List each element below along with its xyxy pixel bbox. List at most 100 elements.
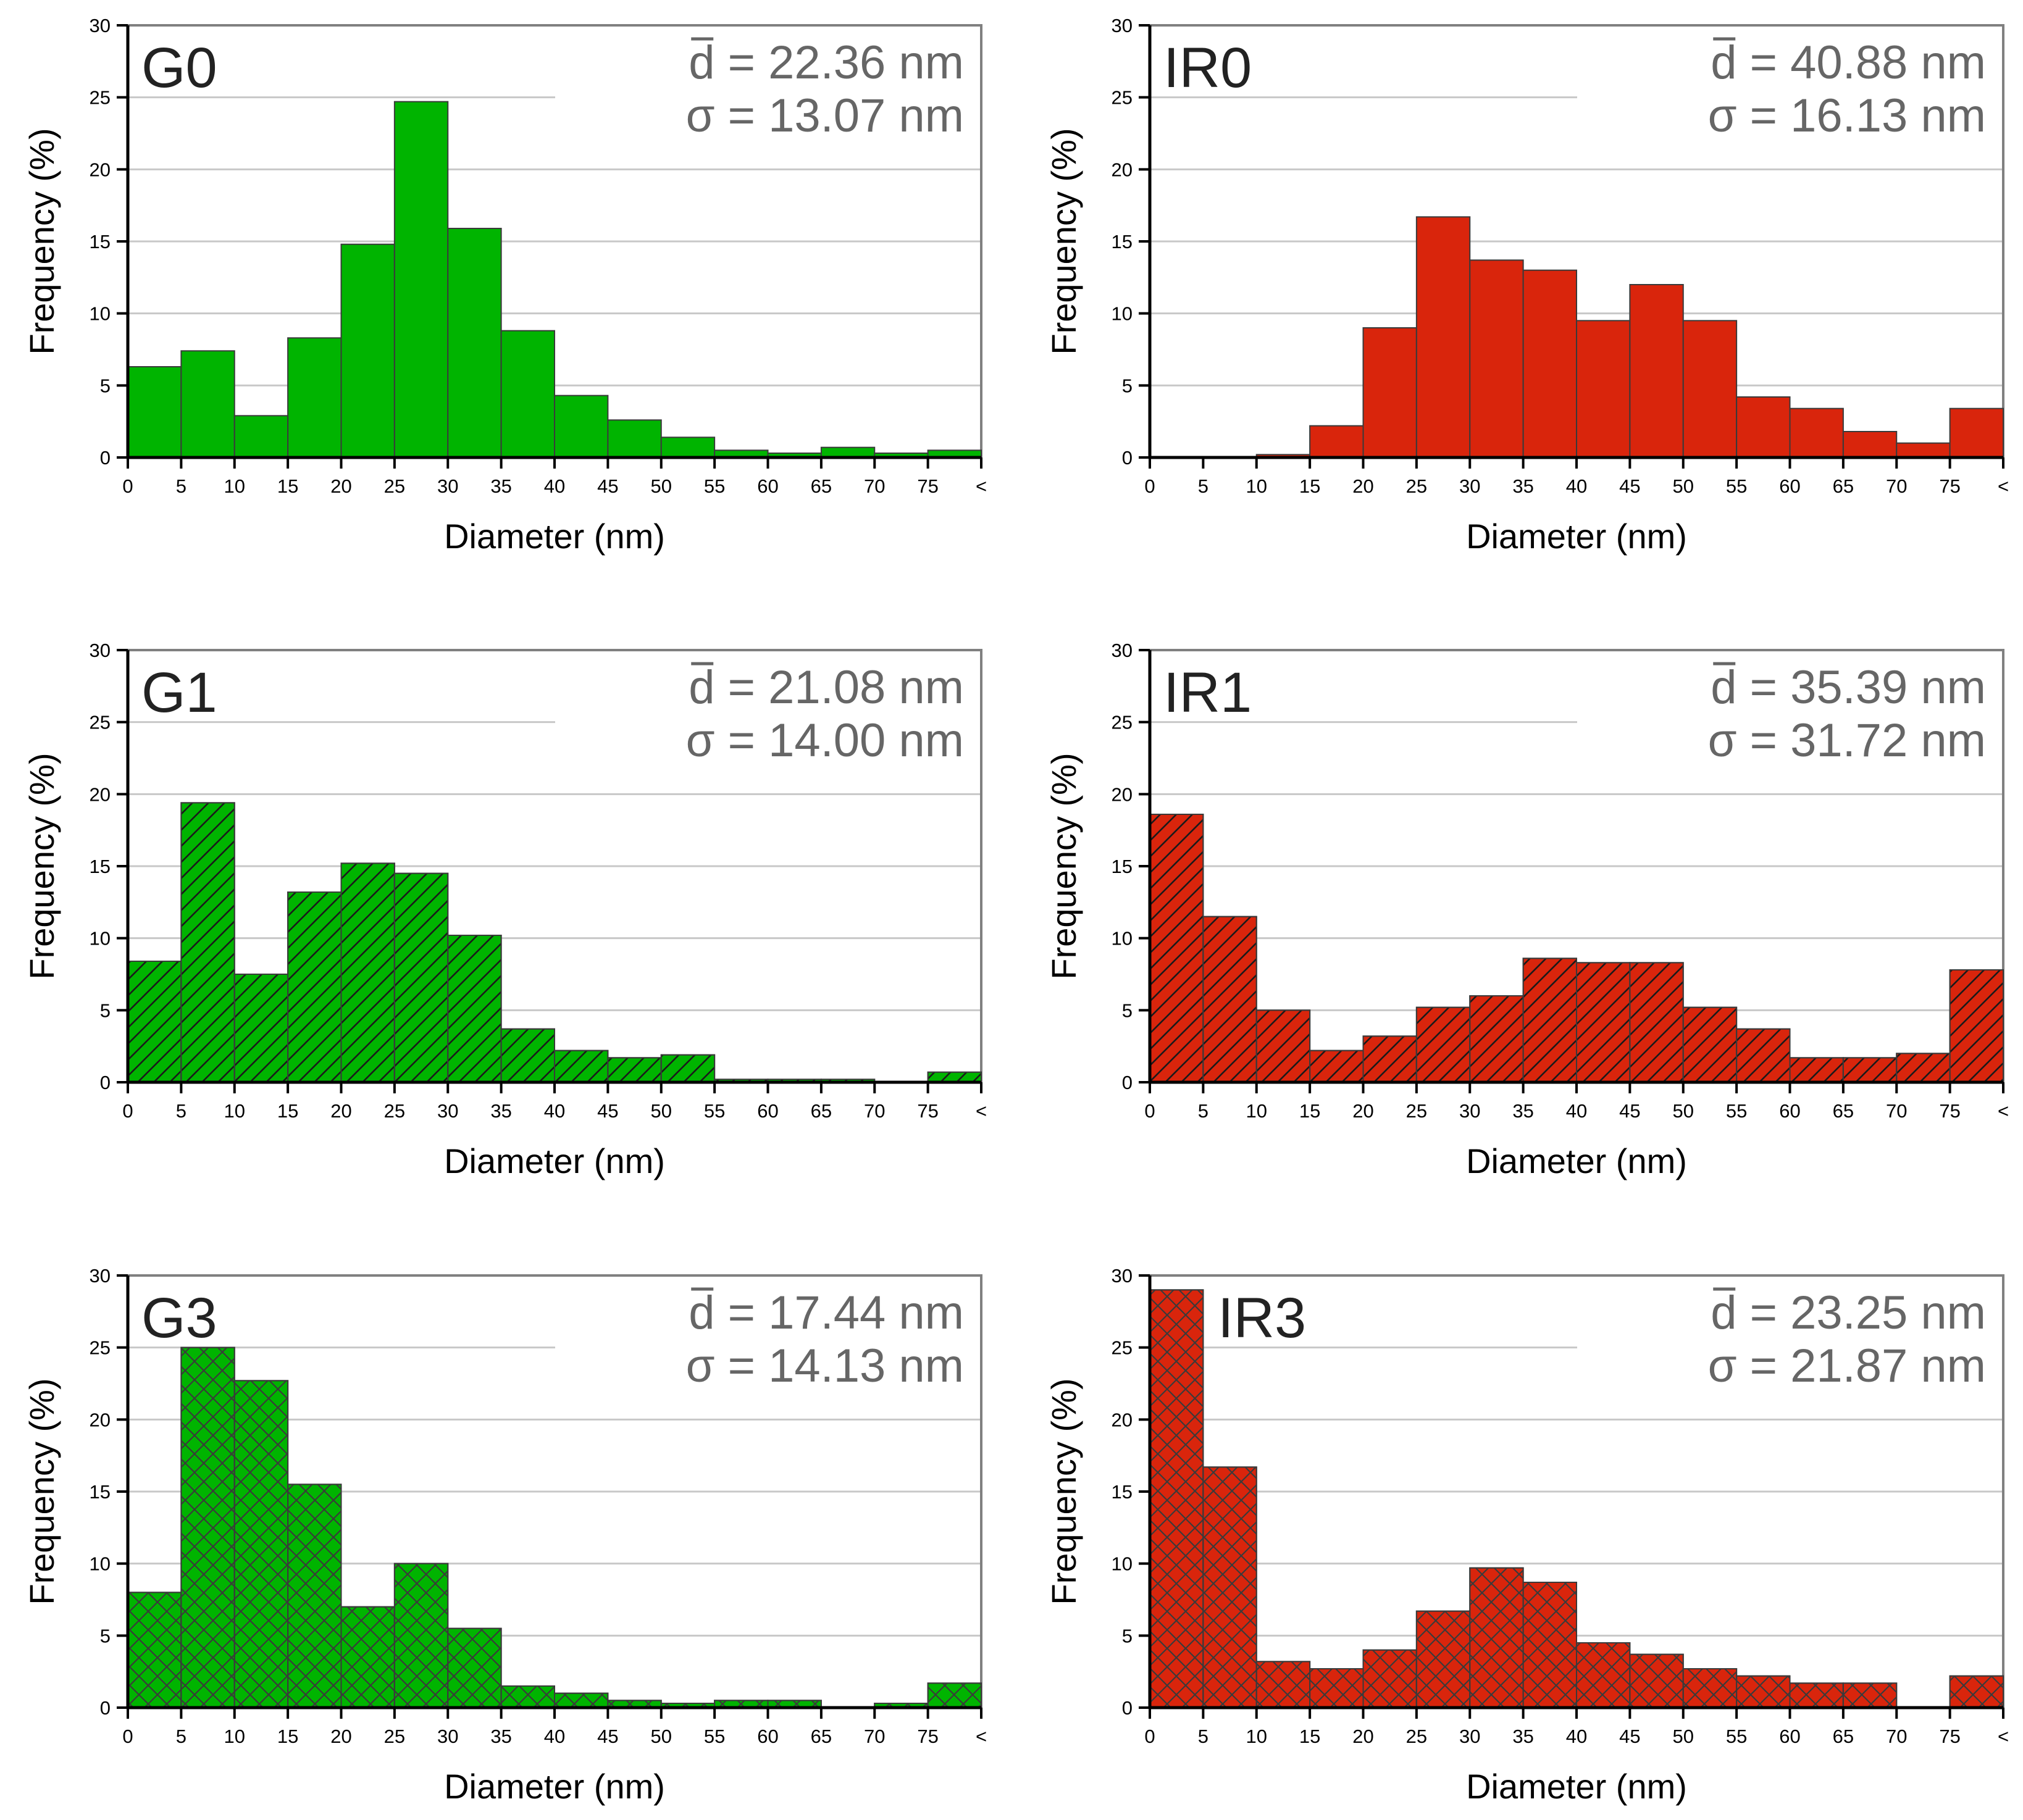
x-tick-label: 60	[757, 1726, 778, 1747]
x-tick-label: 5	[1198, 1726, 1208, 1747]
x-tick-label: 10	[224, 475, 245, 497]
x-tick-label: 75	[917, 1726, 938, 1747]
x-tick-label: 45	[597, 1100, 618, 1122]
x-tick-label: 35	[1512, 1726, 1533, 1747]
stat-mean: d = 21.08 nm	[689, 661, 964, 714]
x-tick-label: 75	[1939, 475, 1960, 497]
stat-mean: d = 35.39 nm	[1711, 661, 1986, 714]
x-tick-label: 40	[1566, 1726, 1587, 1747]
x-tick-label: 70	[864, 475, 885, 497]
stat-mean: d = 22.36 nm	[689, 36, 964, 89]
panel-label: IR0	[1163, 36, 1252, 99]
y-tick-label: 30	[90, 640, 111, 661]
x-tick-label: 75	[917, 475, 938, 497]
x-tick-label: 65	[811, 1726, 832, 1747]
x-tick-label: 75	[1939, 1100, 1960, 1122]
x-tick-label: 35	[490, 475, 511, 497]
y-axis-title: Frequency (%)	[22, 128, 61, 354]
bar-hatch	[180, 802, 235, 1083]
bar-hatch	[1255, 1661, 1311, 1708]
bar-hatch	[1682, 1668, 1738, 1708]
bar-hatch	[1576, 962, 1631, 1083]
x-tick-label: 0	[1144, 1726, 1155, 1747]
x-tick-label: 0	[122, 1100, 133, 1122]
x-tick-label: 50	[1673, 1100, 1694, 1122]
x-tick-label: 0	[1144, 1100, 1155, 1122]
x-tick-label: 45	[1619, 1726, 1640, 1747]
x-tick-label: 10	[1246, 1100, 1267, 1122]
x-tick-label: 25	[384, 1100, 405, 1122]
x-tick-label: 75	[917, 1100, 938, 1122]
x-tick-label: 35	[490, 1726, 511, 1747]
y-tick-label: 0	[1122, 447, 1133, 469]
x-tick-label: 10	[224, 1726, 245, 1747]
histogram-bar	[1362, 327, 1417, 458]
y-tick-label: 5	[1122, 1625, 1133, 1647]
y-tick-label: 25	[90, 1337, 111, 1359]
x-tick-label: 70	[1886, 475, 1907, 497]
bar-hatch	[1469, 1567, 1524, 1709]
bar-hatch	[447, 1627, 502, 1709]
bar-hatch	[1309, 1668, 1364, 1708]
stat-sd: σ = 13.07 nm	[686, 90, 964, 142]
y-tick-label: 5	[100, 375, 111, 396]
x-axis-title: Diameter (nm)	[1466, 517, 1687, 556]
x-tick-label: 5	[1198, 475, 1208, 497]
bar-hatch	[393, 1563, 449, 1709]
bar-hatch	[1255, 1009, 1311, 1083]
x-tick-label: 45	[1619, 475, 1640, 497]
histogram-bar	[1896, 442, 1951, 459]
x-tick-label: 10	[224, 1100, 245, 1122]
x-tick-label: 70	[1886, 1100, 1907, 1122]
y-tick-label: 15	[1112, 856, 1133, 877]
bar-hatch	[554, 1692, 609, 1709]
x-tick-label: 0	[122, 475, 133, 497]
y-axis-title: Frequency (%)	[1044, 753, 1083, 979]
panel-label: G1	[141, 661, 217, 724]
x-axis-title: Diameter (nm)	[444, 1142, 665, 1180]
x-tick-label: 20	[1352, 1726, 1373, 1747]
y-tick-label: 0	[100, 447, 111, 469]
x-tick-label: 25	[384, 1726, 405, 1747]
bar-hatch	[447, 935, 502, 1083]
x-tick-label: 55	[704, 1726, 725, 1747]
y-tick-label: 15	[1112, 1481, 1133, 1503]
x-tick-label: 50	[651, 1726, 672, 1747]
x-tick-label: 55	[704, 1100, 725, 1122]
x-tick-label: 20	[330, 1726, 351, 1747]
x-tick-label: 15	[277, 1100, 298, 1122]
bar-hatch	[1736, 1028, 1791, 1083]
x-tick-label: 5	[1198, 1100, 1208, 1122]
histogram-bar	[500, 330, 555, 459]
x-tick-label: <	[1998, 1100, 2009, 1122]
x-tick-label: 20	[1352, 475, 1373, 497]
panel-g0: 0 5 10 15 20 25 30 0 5 10 15 20 25 30 35 40 45 50 55 60 65 70…	[22, 15, 987, 556]
histogram-bar	[1682, 320, 1738, 458]
x-tick-label: 40	[544, 1100, 565, 1122]
x-tick-label: 15	[1299, 475, 1320, 497]
x-tick-label: 30	[1459, 475, 1480, 497]
bar-hatch	[1896, 1053, 1951, 1083]
x-tick-label: 15	[277, 475, 298, 497]
bar-hatch	[287, 891, 342, 1083]
bar-hatch	[1949, 969, 2004, 1083]
y-tick-label: 20	[1112, 783, 1133, 805]
x-tick-label: 60	[1779, 1100, 1800, 1122]
histogram-bar	[287, 337, 342, 458]
y-tick-label: 15	[1112, 231, 1133, 253]
stat-sd: σ = 16.13 nm	[1708, 90, 1986, 142]
x-tick-label: 30	[437, 1726, 458, 1747]
x-tick-label: 25	[1406, 1100, 1427, 1122]
x-tick-label: 0	[122, 1726, 133, 1747]
plot-frame	[1150, 24, 2004, 457]
y-tick-label: 10	[90, 928, 111, 950]
x-tick-label: 70	[1886, 1726, 1907, 1747]
x-tick-label: 65	[811, 475, 832, 497]
y-tick-label: 15	[90, 1481, 111, 1503]
bar-hatch	[1309, 1050, 1364, 1083]
bar-hatch	[500, 1685, 555, 1708]
y-tick-label: 0	[1122, 1697, 1133, 1719]
stat-mean: d = 40.88 nm	[1711, 36, 1986, 89]
bar-hatch	[1202, 916, 1257, 1083]
x-axis-title: Diameter (nm)	[444, 517, 665, 556]
